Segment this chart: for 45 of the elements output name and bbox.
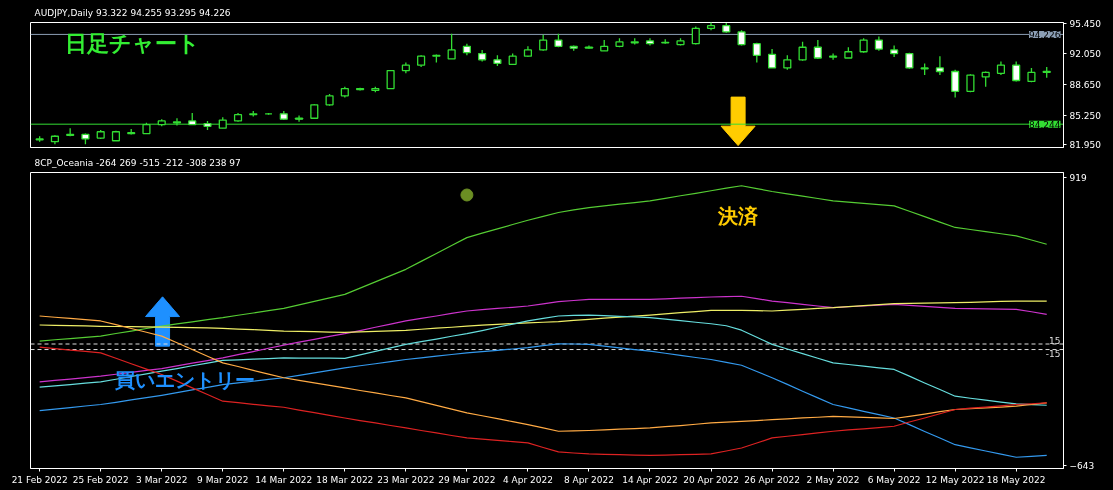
y-tick-label: 88.650 [1069, 80, 1102, 91]
x-tick-label: 18 May 2022 [986, 474, 1046, 485]
y-tick-label: 92.050 [1069, 49, 1102, 60]
x-tick-label: 4 Apr 2022 [502, 474, 553, 485]
ref-line-label: 94.226 [1029, 29, 1061, 40]
x-tick-label: 14 Apr 2022 [622, 474, 678, 485]
candlestick [767, 48, 777, 69]
candlestick [935, 55, 944, 76]
x-tick-label: 14 Mar 2022 [255, 474, 313, 485]
x-tick-label: 20 Apr 2022 [683, 474, 739, 485]
x-tick-label: 12 May 2022 [925, 474, 985, 485]
candlestick [890, 44, 899, 58]
y-tick-label: 919 [1069, 172, 1087, 183]
x-tick-label: 9 Mar 2022 [197, 474, 249, 485]
candlestick [951, 69, 960, 99]
x-tick-label: 6 May 2022 [867, 474, 921, 485]
candlestick [798, 41, 807, 62]
y-tick-label: 81.950 [1069, 140, 1102, 151]
y-tick-label: −643 [1069, 460, 1095, 471]
chart-title: AUDJPY,Daily 93.322 94.255 93.295 94.226 [34, 7, 231, 18]
x-tick-label: 26 Apr 2022 [744, 474, 800, 485]
x-tick-label: 8 Apr 2022 [564, 474, 614, 485]
line-series [39, 185, 1048, 342]
line-series [39, 314, 1048, 406]
x-tick-label: 3 Mar 2022 [136, 474, 188, 485]
line-series [39, 315, 1048, 432]
x-tick-label: 21 Feb 2022 [11, 474, 68, 485]
y-tick-label: 95.450 [1069, 18, 1102, 29]
x-tick-label: 2 May 2022 [806, 474, 860, 485]
chart-title: 8CP_Oceania -264 269 -515 -212 -308 238 97 [34, 157, 241, 168]
ref-line-label: -15 [1045, 348, 1061, 359]
x-tick-label: 29 Mar 2022 [438, 474, 496, 485]
x-tick-label: 25 Feb 2022 [72, 474, 129, 485]
candlestick [447, 33, 456, 60]
candlestick [829, 52, 838, 61]
x-tick-label: 23 Mar 2022 [377, 474, 435, 485]
ref-line-label: 15 [1049, 336, 1061, 347]
annotation: 日足チャート [64, 31, 200, 57]
annotation: 決済 [717, 203, 760, 228]
y-tick-label: 85.250 [1069, 110, 1102, 121]
x-tick-label: 18 Mar 2022 [316, 474, 374, 485]
candlestick [294, 114, 304, 123]
candlestick [813, 39, 822, 60]
ref-line-label: 84.244 [1029, 119, 1061, 130]
line-series [39, 300, 1048, 333]
